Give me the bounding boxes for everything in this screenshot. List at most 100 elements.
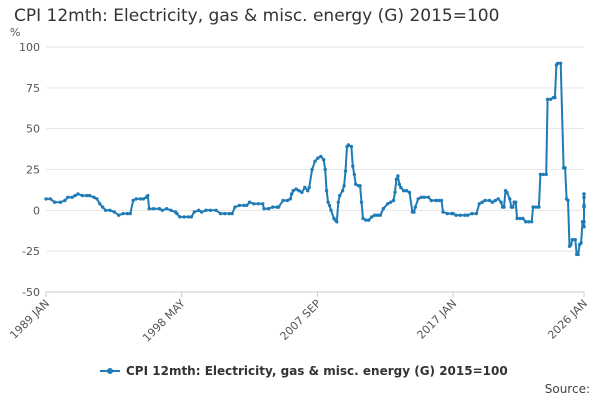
data-point[interactable]	[354, 182, 358, 186]
data-point[interactable]	[570, 238, 575, 242]
data-point[interactable]	[582, 203, 586, 208]
data-point[interactable]	[553, 95, 557, 100]
data-point[interactable]	[454, 213, 458, 217]
data-point[interactable]	[511, 205, 515, 209]
data-point[interactable]	[108, 208, 112, 212]
data-point[interactable]	[582, 192, 586, 196]
data-point[interactable]	[556, 61, 560, 65]
data-point[interactable]	[297, 189, 301, 193]
data-point[interactable]	[310, 167, 314, 172]
data-point[interactable]	[559, 61, 563, 65]
data-point[interactable]	[569, 242, 573, 247]
data-point[interactable]	[95, 197, 99, 201]
data-point[interactable]	[458, 213, 463, 217]
data-point[interactable]	[429, 198, 433, 203]
data-point[interactable]	[493, 198, 497, 203]
data-point[interactable]	[141, 197, 146, 201]
data-point[interactable]	[146, 193, 150, 198]
data-point[interactable]	[121, 211, 125, 216]
data-point[interactable]	[197, 208, 201, 212]
data-point[interactable]	[361, 216, 365, 221]
data-point[interactable]	[276, 205, 281, 209]
data-point[interactable]	[340, 189, 345, 193]
legend[interactable]: CPI 12mth: Electricity, gas & misc. ener…	[100, 364, 508, 378]
data-point[interactable]	[563, 166, 567, 170]
data-point[interactable]	[541, 172, 545, 177]
data-point[interactable]	[303, 185, 307, 190]
data-point[interactable]	[404, 189, 409, 193]
data-point[interactable]	[342, 184, 346, 188]
data-point[interactable]	[327, 203, 332, 208]
data-point[interactable]	[582, 220, 586, 224]
data-point[interactable]	[399, 185, 403, 190]
data-point[interactable]	[477, 202, 481, 206]
data-point[interactable]	[326, 200, 330, 204]
data-point[interactable]	[349, 144, 354, 149]
data-point[interactable]	[579, 241, 583, 245]
data-point[interactable]	[514, 200, 518, 204]
data-point[interactable]	[175, 211, 179, 216]
data-point[interactable]	[518, 216, 522, 221]
data-point[interactable]	[466, 213, 470, 217]
data-point[interactable]	[256, 202, 260, 206]
data-point[interactable]	[434, 198, 438, 203]
data-point[interactable]	[419, 195, 423, 199]
data-point[interactable]	[208, 208, 212, 212]
data-point[interactable]	[490, 200, 495, 204]
data-point[interactable]	[445, 211, 449, 216]
data-point[interactable]	[487, 198, 492, 203]
data-point[interactable]	[182, 215, 186, 219]
data-point[interactable]	[204, 208, 208, 212]
data-point[interactable]	[502, 205, 506, 209]
data-point[interactable]	[441, 210, 445, 214]
data-point[interactable]	[134, 197, 138, 201]
data-point[interactable]	[138, 197, 143, 201]
data-point[interactable]	[160, 208, 164, 212]
data-point[interactable]	[359, 200, 364, 204]
data-point[interactable]	[582, 225, 586, 229]
data-point[interactable]	[352, 172, 356, 177]
data-point[interactable]	[73, 193, 77, 198]
data-point[interactable]	[393, 190, 397, 195]
data-point[interactable]	[397, 182, 401, 186]
data-point[interactable]	[245, 203, 249, 208]
data-point[interactable]	[538, 172, 543, 177]
data-point[interactable]	[548, 97, 553, 102]
data-point[interactable]	[508, 197, 512, 201]
data-point[interactable]	[378, 213, 383, 217]
data-point[interactable]	[300, 190, 304, 195]
data-point[interactable]	[285, 198, 290, 203]
data-point[interactable]	[44, 197, 48, 201]
data-point[interactable]	[117, 213, 121, 217]
data-point[interactable]	[413, 205, 417, 209]
data-point[interactable]	[252, 202, 256, 206]
data-point[interactable]	[323, 167, 327, 172]
data-point[interactable]	[338, 193, 342, 198]
data-point[interactable]	[335, 220, 339, 224]
data-point[interactable]	[290, 192, 294, 196]
data-point[interactable]	[247, 200, 252, 204]
data-point[interactable]	[271, 205, 275, 209]
data-point[interactable]	[324, 189, 329, 193]
data-point[interactable]	[391, 198, 396, 203]
data-point[interactable]	[370, 215, 374, 219]
data-point[interactable]	[412, 210, 416, 214]
data-point[interactable]	[218, 211, 223, 216]
data-point[interactable]	[214, 208, 218, 212]
data-point[interactable]	[157, 207, 162, 211]
data-point[interactable]	[92, 195, 96, 199]
data-point[interactable]	[147, 207, 151, 211]
data-point[interactable]	[53, 200, 57, 204]
data-point[interactable]	[98, 202, 102, 206]
data-point[interactable]	[545, 97, 550, 102]
data-point[interactable]	[186, 215, 191, 219]
data-point[interactable]	[381, 207, 385, 211]
data-point[interactable]	[474, 211, 479, 216]
data-point[interactable]	[386, 202, 390, 206]
data-point[interactable]	[351, 164, 355, 168]
data-point[interactable]	[521, 216, 525, 221]
data-point[interactable]	[436, 198, 441, 203]
data-point[interactable]	[266, 207, 271, 211]
data-point[interactable]	[496, 197, 500, 201]
data-point[interactable]	[178, 215, 182, 219]
